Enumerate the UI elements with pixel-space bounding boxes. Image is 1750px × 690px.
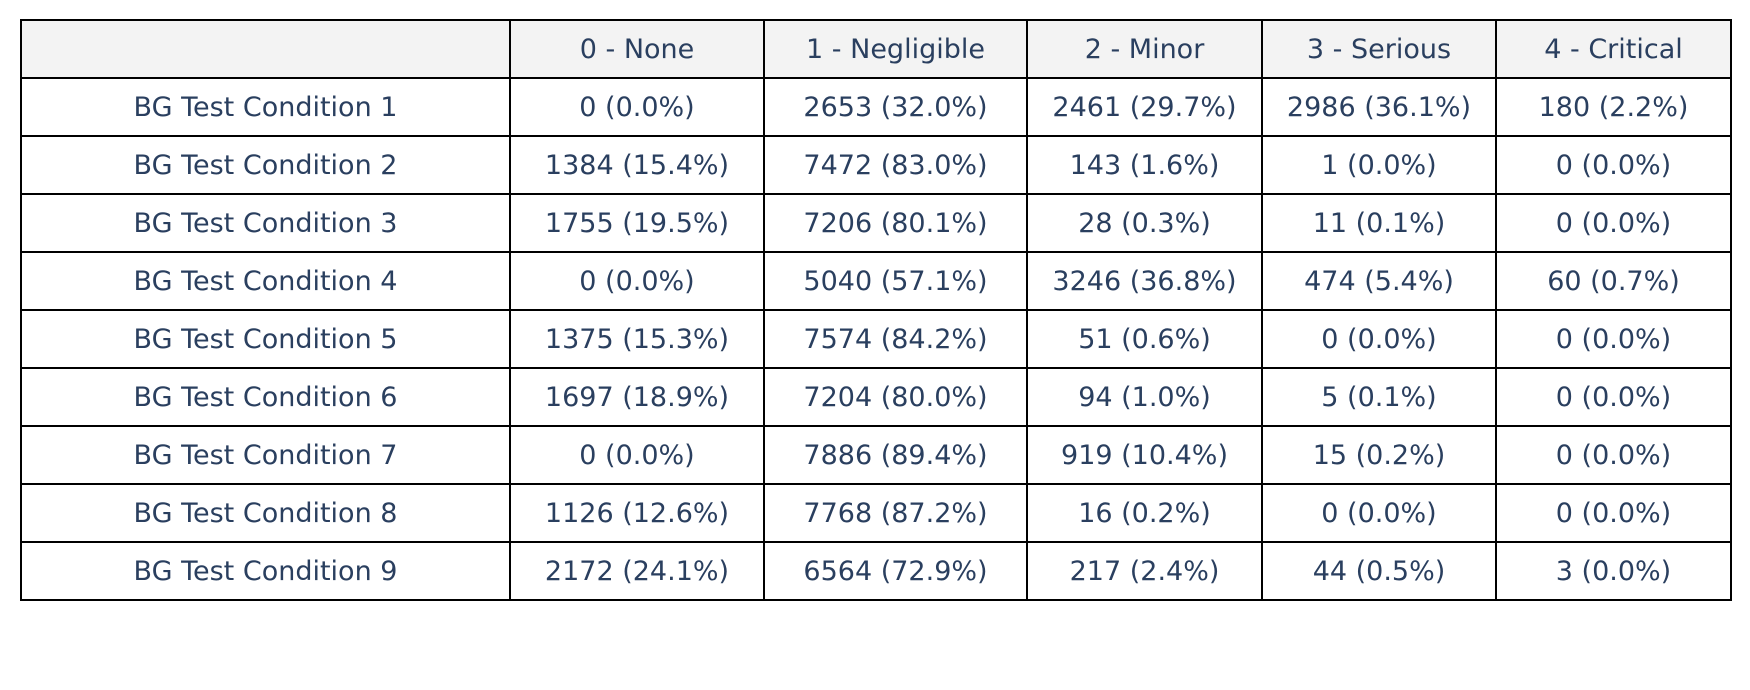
table-container: 0 - None 1 - Negligible 2 - Minor 3 - Serio… <box>20 19 1732 601</box>
row-label: BG Test Condition 5 <box>20 309 511 369</box>
table-cell: 0 (0.0%) <box>509 251 765 311</box>
table-cell: 0 (0.0%) <box>509 77 765 137</box>
row-label: BG Test Condition 2 <box>20 135 511 195</box>
table-row: BG Test Condition 8 1126 (12.6%) 7768 (87.… <box>20 483 1732 543</box>
table-cell: 2986 (36.1%) <box>1261 77 1497 137</box>
table-row: BG Test Condition 2 1384 (15.4%) 7472 (83.… <box>20 135 1732 195</box>
table-cell: 0 (0.0%) <box>1495 193 1732 253</box>
table-cell: 6564 (72.9%) <box>763 541 1028 601</box>
table-cell: 7768 (87.2%) <box>763 483 1028 543</box>
table-cell: 0 (0.0%) <box>1261 309 1497 369</box>
row-label: BG Test Condition 8 <box>20 483 511 543</box>
table-cell: 94 (1.0%) <box>1026 367 1263 427</box>
column-header: 2 - Minor <box>1026 19 1263 79</box>
table-cell: 1755 (19.5%) <box>509 193 765 253</box>
table-cell: 3 (0.0%) <box>1495 541 1732 601</box>
column-header: 1 - Negligible <box>763 19 1028 79</box>
row-label: BG Test Condition 9 <box>20 541 511 601</box>
table-row: BG Test Condition 9 2172 (24.1%) 6564 (72.… <box>20 541 1732 601</box>
table-cell: 0 (0.0%) <box>1495 367 1732 427</box>
table-cell: 16 (0.2%) <box>1026 483 1263 543</box>
table-cell: 11 (0.1%) <box>1261 193 1497 253</box>
table-row: BG Test Condition 5 1375 (15.3%) 7574 (84.… <box>20 309 1732 369</box>
header-row: 0 - None 1 - Negligible 2 - Minor 3 - Serio… <box>20 19 1732 79</box>
table-cell: 0 (0.0%) <box>1495 425 1732 485</box>
row-label: BG Test Condition 6 <box>20 367 511 427</box>
table-cell: 0 (0.0%) <box>1495 135 1732 195</box>
column-header: 0 - None <box>509 19 765 79</box>
table-cell: 2653 (32.0%) <box>763 77 1028 137</box>
table-row: BG Test Condition 6 1697 (18.9%) 7204 (80.… <box>20 367 1732 427</box>
table-cell: 15 (0.2%) <box>1261 425 1497 485</box>
table-cell: 217 (2.4%) <box>1026 541 1263 601</box>
data-table: 0 - None 1 - Negligible 2 - Minor 3 - Serio… <box>20 19 1732 601</box>
table-cell: 28 (0.3%) <box>1026 193 1263 253</box>
table-cell: 1384 (15.4%) <box>509 135 765 195</box>
table-cell: 0 (0.0%) <box>509 425 765 485</box>
table-cell: 0 (0.0%) <box>1495 309 1732 369</box>
table-cell: 5040 (57.1%) <box>763 251 1028 311</box>
table-cell: 1 (0.0%) <box>1261 135 1497 195</box>
table-cell: 0 (0.0%) <box>1261 483 1497 543</box>
table-header: 0 - None 1 - Negligible 2 - Minor 3 - Serio… <box>20 19 1732 79</box>
table-cell: 474 (5.4%) <box>1261 251 1497 311</box>
table-cell: 51 (0.6%) <box>1026 309 1263 369</box>
table-cell: 7886 (89.4%) <box>763 425 1028 485</box>
column-header: 3 - Serious <box>1261 19 1497 79</box>
table-cell: 1375 (15.3%) <box>509 309 765 369</box>
table-cell: 7206 (80.1%) <box>763 193 1028 253</box>
table-cell: 1126 (12.6%) <box>509 483 765 543</box>
table-cell: 180 (2.2%) <box>1495 77 1732 137</box>
row-label: BG Test Condition 1 <box>20 77 511 137</box>
row-label: BG Test Condition 4 <box>20 251 511 311</box>
table-cell: 44 (0.5%) <box>1261 541 1497 601</box>
table-cell: 2461 (29.7%) <box>1026 77 1263 137</box>
table-cell: 2172 (24.1%) <box>509 541 765 601</box>
row-label: BG Test Condition 3 <box>20 193 511 253</box>
column-header: 4 - Critical <box>1495 19 1732 79</box>
header-cell-blank <box>20 19 511 79</box>
row-label: BG Test Condition 7 <box>20 425 511 485</box>
table-row: BG Test Condition 3 1755 (19.5%) 7206 (80.… <box>20 193 1732 253</box>
table-cell: 60 (0.7%) <box>1495 251 1732 311</box>
table-cell: 919 (10.4%) <box>1026 425 1263 485</box>
table-cell: 143 (1.6%) <box>1026 135 1263 195</box>
table-cell: 3246 (36.8%) <box>1026 251 1263 311</box>
table-cell: 7472 (83.0%) <box>763 135 1028 195</box>
table-cell: 0 (0.0%) <box>1495 483 1732 543</box>
table-cell: 5 (0.1%) <box>1261 367 1497 427</box>
table-cell: 7204 (80.0%) <box>763 367 1028 427</box>
table-cell: 7574 (84.2%) <box>763 309 1028 369</box>
table-cell: 1697 (18.9%) <box>509 367 765 427</box>
